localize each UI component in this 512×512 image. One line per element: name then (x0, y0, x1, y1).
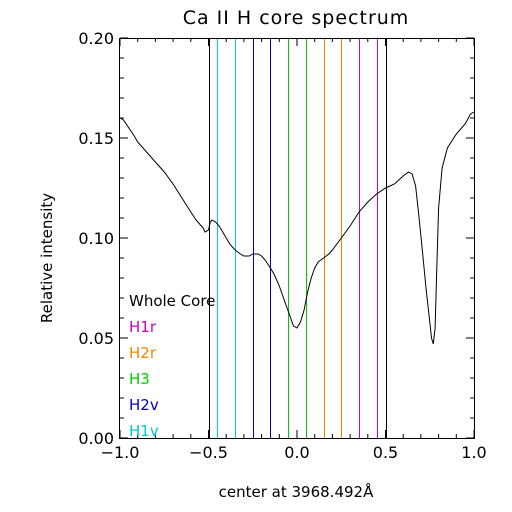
spectrum-line-0 (119, 111, 475, 345)
x-tick-label: −0.5 (189, 443, 228, 462)
legend: Whole Core H1r H2r H3 H2v H1v (129, 292, 215, 440)
y-tick-label: 0.10 (78, 229, 114, 248)
legend-entry-0: Whole Core (129, 292, 215, 310)
legend-entry-1: H1r (129, 318, 157, 336)
legend-entry-5: H1v (129, 422, 159, 440)
y-axis-label: Relative intensity (38, 193, 56, 323)
axis-ticks: −1.0 −0.5 0.0 0.5 1.0 0.00 0.05 0.10 0.15 0.20 (78, 29, 486, 462)
x-tick-label: 0.0 (284, 443, 309, 462)
legend-entry-3: H3 (129, 370, 150, 388)
x-axis-label: center at 3968.492Å (219, 482, 374, 501)
x-tick-label: −1.0 (101, 443, 140, 462)
y-tick-label: 0.00 (78, 429, 114, 448)
y-tick-label: 0.05 (78, 329, 114, 348)
legend-entry-2: H2r (129, 344, 157, 362)
legend-entry-4: H2v (129, 396, 159, 414)
chart-title: Ca II H core spectrum (183, 7, 410, 29)
x-tick-label: 0.5 (373, 443, 398, 462)
y-tick-label: 0.15 (78, 129, 114, 148)
x-tick-label: 1.0 (461, 443, 486, 462)
y-tick-label: 0.20 (78, 29, 114, 48)
series-group (119, 111, 475, 345)
band-lines (209, 38, 387, 438)
